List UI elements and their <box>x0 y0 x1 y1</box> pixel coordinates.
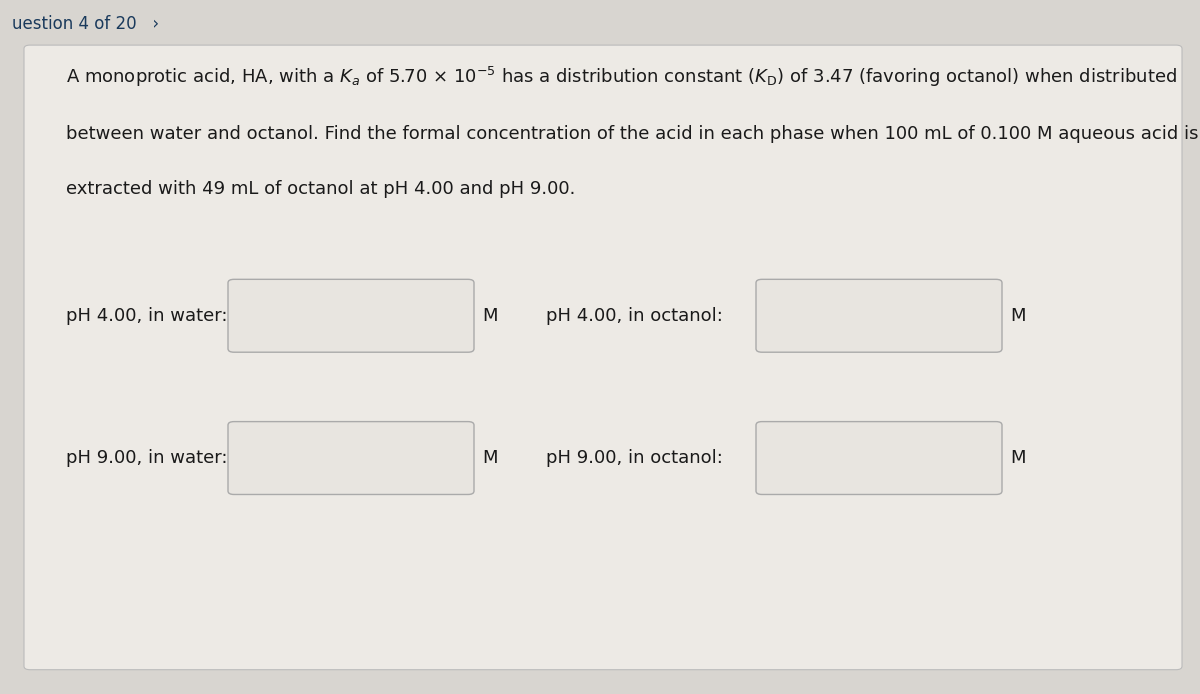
Text: between water and octanol. Find the formal concentration of the acid in each pha: between water and octanol. Find the form… <box>66 125 1199 143</box>
Text: uestion 4 of 20   ›: uestion 4 of 20 › <box>12 15 160 33</box>
Text: pH 4.00, in octanol:: pH 4.00, in octanol: <box>546 307 722 325</box>
FancyBboxPatch shape <box>24 45 1182 670</box>
FancyBboxPatch shape <box>228 279 474 353</box>
Text: A monoprotic acid, HA, with a $K_a$ of 5.70 × 10$^{-5}$ has a distribution const: A monoprotic acid, HA, with a $K_a$ of 5… <box>66 65 1177 90</box>
Text: pH 9.00, in octanol:: pH 9.00, in octanol: <box>546 449 722 467</box>
FancyBboxPatch shape <box>756 421 1002 494</box>
Text: M: M <box>1010 449 1026 467</box>
Text: extracted with 49 mL of octanol at pH 4.00 and pH 9.00.: extracted with 49 mL of octanol at pH 4.… <box>66 180 575 198</box>
Text: M: M <box>482 449 498 467</box>
FancyBboxPatch shape <box>228 421 474 494</box>
Text: pH 9.00, in water:: pH 9.00, in water: <box>66 449 228 467</box>
Text: M: M <box>482 307 498 325</box>
FancyBboxPatch shape <box>756 279 1002 353</box>
Text: pH 4.00, in water:: pH 4.00, in water: <box>66 307 228 325</box>
Text: M: M <box>1010 307 1026 325</box>
